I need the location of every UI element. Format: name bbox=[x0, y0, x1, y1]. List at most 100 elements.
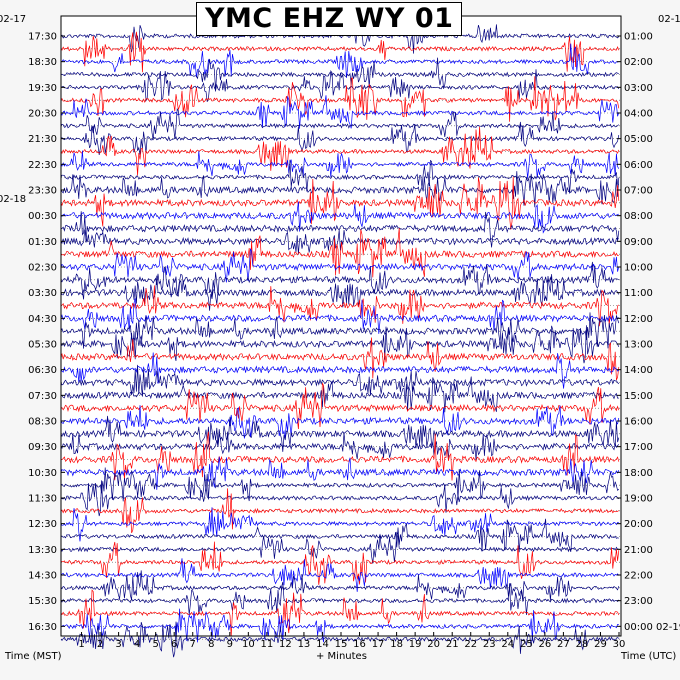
x-tick-label: 12 bbox=[279, 639, 292, 650]
seismic-trace bbox=[60, 337, 620, 381]
x-tick-label: 23 bbox=[483, 639, 496, 650]
x-tick-label: 25 bbox=[520, 639, 533, 650]
seismic-trace bbox=[60, 531, 619, 564]
right-hour-label: 03:00 bbox=[624, 83, 653, 94]
x-tick-label: 30 bbox=[613, 639, 626, 650]
seismic-trace bbox=[60, 57, 619, 92]
seismic-trace bbox=[60, 176, 620, 230]
left-hour-label: 08:30 bbox=[28, 417, 57, 428]
right-hour-label: 01:00 bbox=[624, 32, 653, 43]
left-hour-label: 23:30 bbox=[28, 186, 57, 197]
seismic-trace bbox=[60, 518, 619, 553]
seismic-trace bbox=[60, 121, 620, 155]
left-axis: 17:30 18:30 19:30 20:30 21:30 22:30 23:30 00:30… bbox=[28, 32, 65, 633]
left-hour-label: 01:30 bbox=[28, 237, 57, 248]
right-hour-label: 09:00 bbox=[624, 237, 653, 248]
right-hour-label: 06:00 bbox=[624, 160, 653, 171]
seismic-trace bbox=[60, 405, 620, 439]
seismic-trace bbox=[60, 541, 620, 585]
x-axis: 1 2 3 4 5 6 7 8 9 10 11 12 13 14 15 16 17 18 19 20 21 22 23 24 2… bbox=[78, 632, 625, 650]
seismic-trace bbox=[60, 581, 620, 616]
right-hour-label: 02:00 bbox=[624, 57, 653, 68]
right-hour-label: 18:00 bbox=[624, 468, 653, 479]
left-date-label-1: 02-17 bbox=[0, 14, 27, 25]
left-hour-label: 19:30 bbox=[28, 83, 57, 94]
right-hour-label: 17:00 bbox=[624, 442, 653, 453]
seismic-trace bbox=[60, 312, 620, 349]
x-tick-label: 3 bbox=[115, 639, 121, 650]
seismic-trace bbox=[60, 247, 620, 283]
seismic-trace bbox=[60, 18, 620, 54]
right-hour-label: 00:00 02-19 bbox=[624, 622, 680, 633]
right-hour-label: 11:00 bbox=[624, 288, 653, 299]
right-hour-label: 12:00 bbox=[624, 314, 653, 325]
x-axis-label: + Minutes bbox=[316, 651, 367, 662]
seismic-trace bbox=[60, 31, 620, 73]
seismic-traces bbox=[60, 18, 620, 658]
seismic-trace bbox=[60, 456, 620, 490]
x-tick-label: 13 bbox=[298, 639, 311, 650]
right-hour-label: 05:00 bbox=[624, 134, 653, 145]
seismic-trace bbox=[60, 558, 620, 592]
seismic-trace bbox=[61, 211, 620, 248]
seismic-trace bbox=[60, 285, 620, 327]
seismic-trace bbox=[60, 431, 620, 481]
x-tick-label: 8 bbox=[208, 639, 214, 650]
right-hour-label: 10:00 bbox=[624, 263, 653, 274]
seismic-trace bbox=[60, 608, 619, 643]
left-hour-label: 07:30 bbox=[28, 391, 57, 402]
seismic-trace bbox=[60, 150, 620, 179]
left-hour-label: 04:30 bbox=[28, 314, 57, 325]
right-hour-label: 19:00 bbox=[624, 494, 653, 505]
seismic-trace bbox=[60, 467, 620, 502]
seismic-trace bbox=[60, 376, 619, 413]
x-tick-label: 7 bbox=[190, 639, 196, 650]
right-hour-label: 21:00 bbox=[624, 545, 653, 556]
left-hour-label: 03:30 bbox=[28, 288, 57, 299]
x-tick-label: 28 bbox=[576, 639, 589, 650]
x-tick-label: 17 bbox=[372, 639, 385, 650]
left-hour-label: 18:30 bbox=[28, 57, 57, 68]
x-tick-label: 16 bbox=[353, 639, 366, 650]
right-axis: 01:00 02:00 03:00 04:00 05:00 06:00 07:00 08:00… bbox=[617, 32, 680, 633]
x-tick-label: 24 bbox=[501, 639, 514, 650]
seismic-trace bbox=[60, 415, 620, 452]
seismic-trace bbox=[60, 43, 619, 78]
seismic-trace bbox=[60, 229, 619, 255]
seismic-trace bbox=[60, 431, 620, 460]
x-tick-label: 5 bbox=[152, 639, 158, 650]
right-hour-label: 04:00 bbox=[624, 109, 653, 120]
x-tick-label: 6 bbox=[171, 639, 177, 650]
seismic-trace bbox=[60, 383, 620, 430]
left-hour-label: 09:30 bbox=[28, 442, 57, 453]
right-hour-label: 23:00 bbox=[624, 596, 653, 607]
left-hour-label: 10:30 bbox=[28, 468, 57, 479]
seismic-trace bbox=[60, 76, 620, 122]
right-hour-label: 22:00 bbox=[624, 571, 653, 582]
left-hour-label: 15:30 bbox=[28, 596, 57, 607]
left-hour-label: 02:30 bbox=[28, 263, 57, 274]
left-hour-label: 17:30 bbox=[28, 32, 57, 43]
seismic-trace bbox=[60, 364, 620, 397]
seismic-trace bbox=[60, 480, 620, 517]
left-hour-label: 22:30 bbox=[28, 160, 57, 171]
x-tick-label: 15 bbox=[335, 639, 348, 650]
x-tick-label: 27 bbox=[557, 639, 570, 650]
right-date-label-1: 02-1 bbox=[658, 14, 680, 25]
seismic-trace bbox=[60, 159, 619, 194]
left-hour-label: 05:30 bbox=[28, 340, 57, 351]
seismic-trace bbox=[60, 126, 620, 176]
x-tick-label: 4 bbox=[134, 639, 140, 650]
x-tick-label: 18 bbox=[390, 639, 403, 650]
right-hour-label: 20:00 bbox=[624, 519, 653, 530]
x-tick-label: 21 bbox=[446, 639, 459, 650]
x-tick-label: 22 bbox=[464, 639, 477, 650]
seismic-trace bbox=[60, 69, 620, 102]
seismic-trace bbox=[60, 570, 620, 601]
x-tick-label: 20 bbox=[427, 639, 440, 650]
seismic-trace bbox=[60, 621, 620, 658]
chart-title: YMC EHZ WY 01 bbox=[196, 2, 463, 36]
right-axis-label: Time (UTC) bbox=[621, 651, 677, 662]
left-date-label-2: 02-18 bbox=[0, 194, 27, 205]
